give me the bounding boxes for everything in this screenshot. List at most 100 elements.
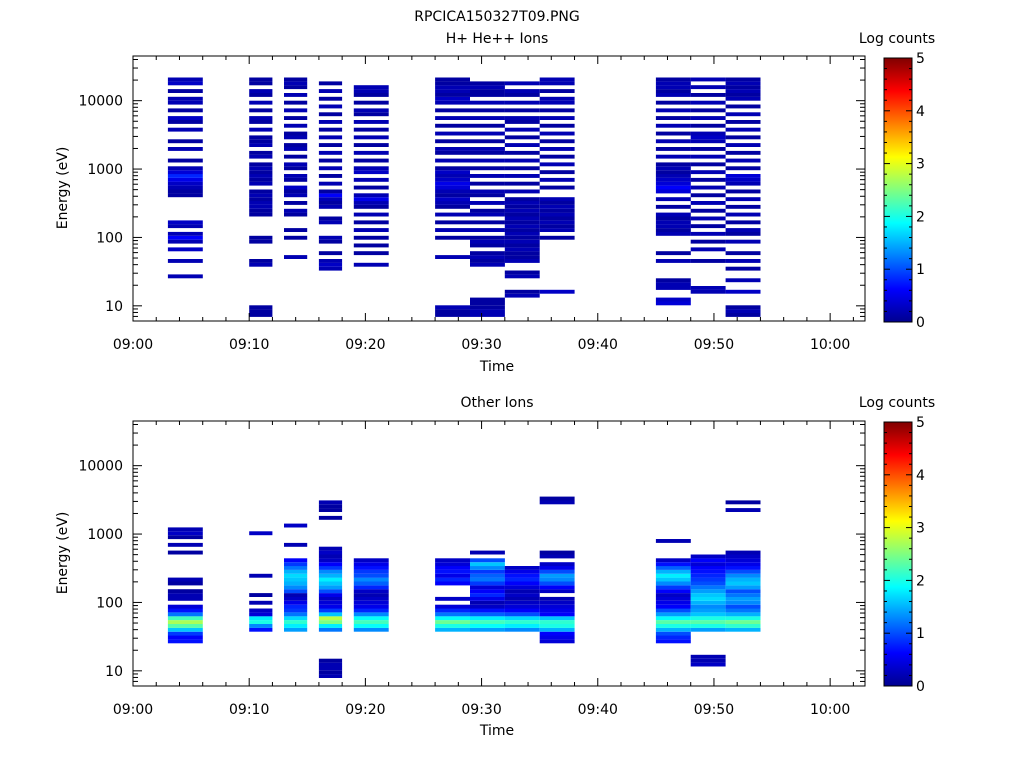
heatmap-cell bbox=[690, 77, 726, 82]
heatmap-cell bbox=[655, 108, 691, 113]
heatmap-cell bbox=[435, 212, 470, 217]
heatmap-cell bbox=[690, 108, 726, 113]
heatmap-cell bbox=[284, 604, 308, 609]
heatmap-cell bbox=[470, 585, 505, 590]
heatmap-cell bbox=[690, 558, 726, 563]
heatmap-cell bbox=[655, 251, 691, 256]
heatmap-cell bbox=[470, 108, 505, 113]
heatmap-cell bbox=[167, 535, 203, 540]
heatmap-cell bbox=[725, 305, 761, 310]
heatmap-cell bbox=[284, 624, 308, 628]
heatmap-cell bbox=[353, 627, 389, 632]
heatmap-cell bbox=[284, 189, 308, 194]
heatmap-cell bbox=[725, 158, 761, 163]
heatmap-cell bbox=[470, 235, 505, 240]
heatmap-cell bbox=[504, 259, 540, 263]
heatmap-cell bbox=[470, 100, 505, 105]
heatmap-cell bbox=[167, 635, 203, 640]
heatmap-cell bbox=[470, 220, 505, 225]
heatmap-cell bbox=[435, 624, 470, 628]
heatmap-cell bbox=[655, 569, 691, 574]
heatmap-cell bbox=[725, 577, 761, 582]
heatmap-cell bbox=[690, 593, 726, 597]
heatmap-cell bbox=[539, 550, 575, 555]
heatmap-cell bbox=[353, 600, 389, 605]
heatmap-cell bbox=[435, 89, 470, 93]
heatmap-cell bbox=[249, 108, 273, 113]
heatmap-cell bbox=[655, 562, 691, 567]
heatmap-cell bbox=[249, 135, 273, 140]
heatmap-cell bbox=[504, 201, 540, 205]
x-tick-label: 09:30 bbox=[461, 337, 501, 353]
heatmap-cell bbox=[249, 235, 273, 240]
heatmap-cell bbox=[435, 185, 470, 190]
heatmap-cell bbox=[435, 85, 470, 90]
heatmap-cell bbox=[655, 81, 691, 86]
heatmap-cell bbox=[725, 174, 761, 178]
heatmap-cell bbox=[318, 235, 343, 240]
heatmap-cell bbox=[435, 81, 470, 86]
heatmap-cell bbox=[284, 558, 308, 563]
y-tick-label: 10000 bbox=[78, 94, 123, 110]
heatmap-cell bbox=[504, 216, 540, 221]
heatmap-cell bbox=[504, 158, 540, 163]
heatmap-cell bbox=[504, 585, 540, 590]
heatmap-cell bbox=[690, 177, 726, 182]
heatmap-cell bbox=[167, 181, 203, 186]
heatmap-cell bbox=[470, 89, 505, 93]
heatmap-cell bbox=[655, 170, 691, 175]
x-axis: 09:00 09:10 09:20 09:30 09:40 09:50 10:00 bbox=[113, 421, 854, 718]
heatmap-cell bbox=[539, 81, 575, 86]
heatmap-cell bbox=[167, 108, 203, 113]
heatmap-cell bbox=[725, 197, 761, 202]
heatmap-cells bbox=[167, 77, 761, 317]
heatmap-cell bbox=[318, 620, 343, 624]
heatmap-cell bbox=[725, 112, 761, 117]
heatmap-cell bbox=[284, 166, 308, 171]
heatmap-cell bbox=[690, 216, 726, 221]
heatmap-cell bbox=[539, 170, 575, 175]
heatmap-cell bbox=[725, 627, 761, 632]
heatmap-cell bbox=[690, 600, 726, 605]
heatmap-cell bbox=[539, 589, 575, 594]
x-tick-label: 09:20 bbox=[345, 702, 385, 718]
heatmap-cell bbox=[353, 93, 389, 97]
heatmap-cell bbox=[249, 170, 273, 175]
heatmap-cell bbox=[539, 596, 575, 601]
y-tick-label: 10 bbox=[105, 664, 123, 680]
heatmap-cell bbox=[318, 612, 343, 617]
heatmap-cell bbox=[318, 600, 343, 605]
y-tick-label: 1000 bbox=[87, 527, 123, 543]
heatmap-cell bbox=[690, 662, 726, 667]
heatmap-cell bbox=[470, 305, 505, 310]
heatmap-cell bbox=[353, 100, 389, 105]
heatmap-cell bbox=[318, 181, 343, 186]
heatmap-cell bbox=[725, 189, 761, 194]
heatmap-cell bbox=[167, 189, 203, 194]
colorbar-tick-label: 0 bbox=[916, 679, 925, 695]
heatmap-cell bbox=[725, 220, 761, 225]
heatmap-cell bbox=[725, 228, 761, 232]
heatmap-cell bbox=[539, 116, 575, 120]
heatmap-cell bbox=[318, 193, 343, 198]
heatmap-cell bbox=[725, 600, 761, 605]
heatmap-cell bbox=[318, 604, 343, 609]
heatmap-cell bbox=[655, 189, 691, 194]
heatmap-cells bbox=[167, 496, 761, 678]
heatmap-cell bbox=[353, 562, 389, 567]
heatmap-cell bbox=[725, 500, 761, 505]
heatmap-cell bbox=[249, 531, 273, 536]
heatmap-cell bbox=[318, 573, 343, 578]
colorbar: 0 1 2 3 4 5 bbox=[883, 51, 925, 331]
heatmap-cell bbox=[435, 573, 470, 578]
heatmap-cell bbox=[655, 558, 691, 563]
heatmap-cell bbox=[249, 197, 273, 202]
figure-title: RPCICA150327T09.PNG bbox=[414, 9, 579, 25]
heatmap-cell bbox=[435, 174, 470, 178]
heatmap-cell bbox=[655, 604, 691, 609]
heatmap-cell bbox=[318, 504, 343, 509]
heatmap-cell bbox=[539, 108, 575, 113]
heatmap-cell bbox=[318, 508, 343, 512]
heatmap-cell bbox=[435, 612, 470, 617]
